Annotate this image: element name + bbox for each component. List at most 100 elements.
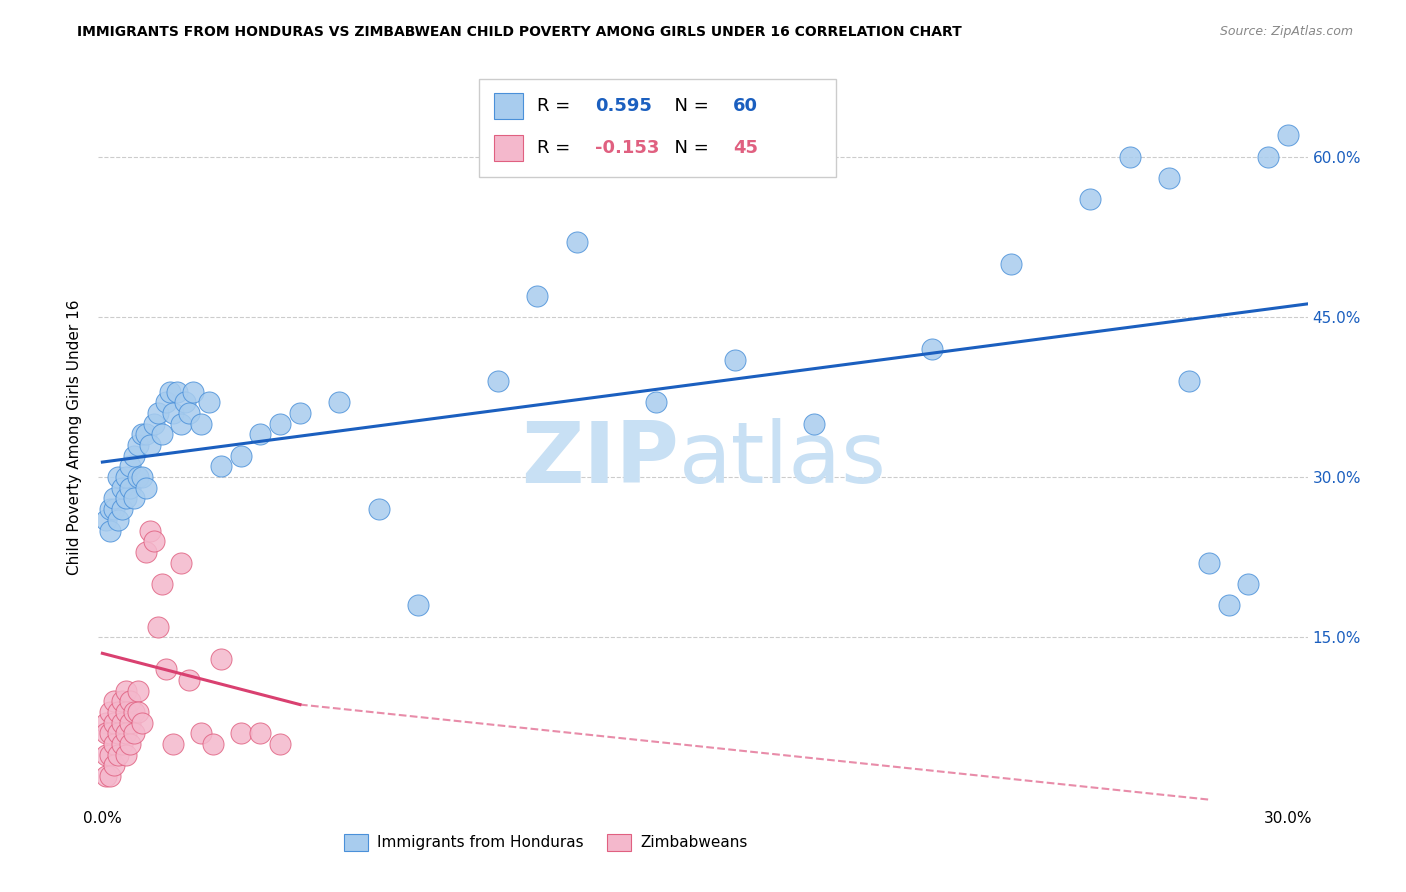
Y-axis label: Child Poverty Among Girls Under 16: Child Poverty Among Girls Under 16 — [67, 300, 83, 574]
Point — [269, 737, 291, 751]
Point — [174, 395, 197, 409]
Legend: Immigrants from Honduras, Zimbabweans: Immigrants from Honduras, Zimbabweans — [337, 828, 754, 857]
Point — [122, 726, 145, 740]
Text: -0.153: -0.153 — [595, 139, 659, 157]
Point — [723, 352, 745, 367]
Point — [162, 406, 184, 420]
Point — [118, 737, 141, 751]
Point — [155, 662, 177, 676]
Point — [565, 235, 588, 250]
Point — [131, 427, 153, 442]
Point — [146, 406, 169, 420]
Point — [107, 470, 129, 484]
Point — [131, 715, 153, 730]
Point — [142, 417, 165, 431]
Point — [103, 491, 125, 506]
Point — [1198, 556, 1220, 570]
Point — [170, 417, 193, 431]
Point — [170, 556, 193, 570]
Point — [139, 438, 162, 452]
Point — [190, 417, 212, 431]
Point — [135, 427, 157, 442]
Point — [103, 715, 125, 730]
Point — [179, 673, 201, 687]
Point — [190, 726, 212, 740]
Point — [135, 545, 157, 559]
Point — [103, 758, 125, 772]
Point — [111, 737, 134, 751]
Point — [107, 513, 129, 527]
Point — [1277, 128, 1299, 143]
Point — [115, 726, 138, 740]
Bar — [494, 135, 523, 161]
Point — [98, 502, 121, 516]
Point — [98, 747, 121, 762]
Point — [122, 491, 145, 506]
Point — [118, 715, 141, 730]
Point — [107, 705, 129, 719]
FancyBboxPatch shape — [479, 78, 837, 178]
Point — [408, 599, 430, 613]
Point — [803, 417, 825, 431]
Point — [1000, 256, 1022, 270]
Point — [115, 470, 138, 484]
Point — [96, 726, 118, 740]
Text: 60: 60 — [734, 96, 758, 115]
Point — [269, 417, 291, 431]
Point — [111, 715, 134, 730]
Point — [127, 705, 149, 719]
Point — [1078, 193, 1101, 207]
Point — [162, 737, 184, 751]
Point — [229, 449, 252, 463]
Point — [115, 491, 138, 506]
Text: Source: ZipAtlas.com: Source: ZipAtlas.com — [1219, 25, 1353, 38]
Point — [198, 395, 221, 409]
Point — [1119, 150, 1142, 164]
Point — [118, 694, 141, 708]
Point — [96, 769, 118, 783]
Point — [115, 683, 138, 698]
Point — [107, 747, 129, 762]
Point — [249, 726, 271, 740]
Point — [229, 726, 252, 740]
Point — [111, 481, 134, 495]
Point — [96, 747, 118, 762]
Point — [1257, 150, 1279, 164]
Point — [118, 481, 141, 495]
Point — [1237, 577, 1260, 591]
Text: 0.595: 0.595 — [595, 96, 652, 115]
Text: R =: R = — [537, 139, 576, 157]
Bar — [494, 93, 523, 119]
Point — [98, 726, 121, 740]
Point — [150, 427, 173, 442]
Text: 45: 45 — [734, 139, 758, 157]
Text: atlas: atlas — [679, 417, 887, 500]
Point — [118, 459, 141, 474]
Point — [159, 384, 181, 399]
Point — [179, 406, 201, 420]
Point — [103, 694, 125, 708]
Point — [1218, 599, 1240, 613]
Point — [139, 524, 162, 538]
Point — [135, 481, 157, 495]
Point — [103, 502, 125, 516]
Text: N =: N = — [664, 139, 709, 157]
Point — [644, 395, 666, 409]
Text: R =: R = — [537, 96, 576, 115]
Point — [103, 737, 125, 751]
Point — [111, 502, 134, 516]
Point — [107, 726, 129, 740]
Point — [249, 427, 271, 442]
Text: IMMIGRANTS FROM HONDURAS VS ZIMBABWEAN CHILD POVERTY AMONG GIRLS UNDER 16 CORREL: IMMIGRANTS FROM HONDURAS VS ZIMBABWEAN C… — [77, 25, 962, 39]
Point — [96, 715, 118, 730]
Point — [122, 449, 145, 463]
Point — [131, 470, 153, 484]
Point — [526, 288, 548, 302]
Point — [181, 384, 204, 399]
Point — [1178, 374, 1201, 388]
Point — [111, 694, 134, 708]
Point — [115, 747, 138, 762]
Point — [921, 342, 943, 356]
Point — [1159, 171, 1181, 186]
Point — [368, 502, 391, 516]
